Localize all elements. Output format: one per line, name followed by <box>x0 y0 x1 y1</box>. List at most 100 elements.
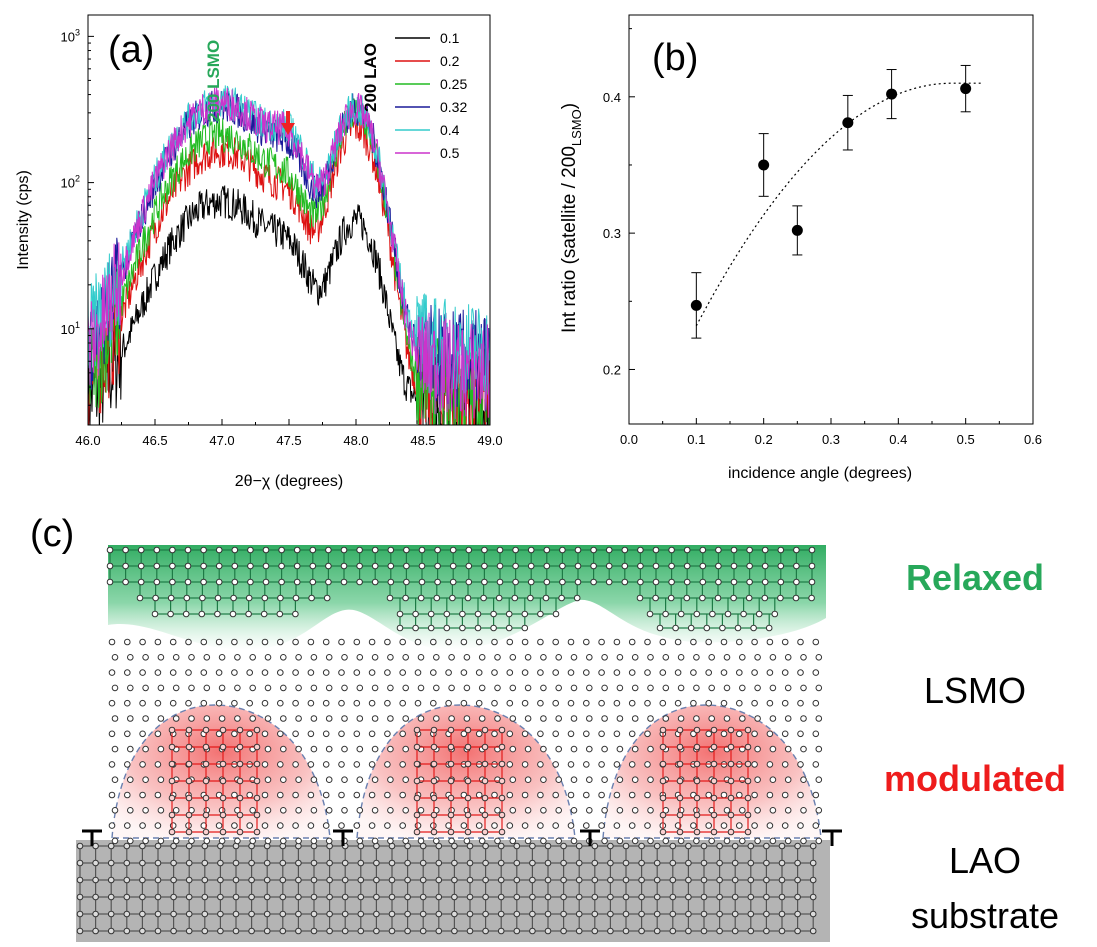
lattice-atom <box>433 837 440 845</box>
lattice-atom <box>809 927 817 935</box>
dislocation-icon <box>82 829 102 846</box>
lattice-atom <box>264 807 272 814</box>
lattice-atom <box>295 654 302 661</box>
lattice-atom <box>356 837 364 845</box>
lattice-atom <box>230 594 237 602</box>
lattice-atom <box>308 594 315 602</box>
lattice-atom <box>575 893 583 901</box>
lattice-atom <box>766 730 774 738</box>
lattice-atom <box>736 822 743 829</box>
lattice-atom <box>310 654 318 661</box>
lattice-atom <box>108 638 116 646</box>
lattice-atom <box>815 654 823 661</box>
lattice-atom <box>234 684 241 692</box>
lattice-atom <box>261 730 269 738</box>
lattice-atom <box>108 699 116 707</box>
lattice-atom <box>418 562 426 570</box>
lattice-atom <box>448 715 455 722</box>
lattice-atom <box>497 927 505 935</box>
panel-a-legend: 0.1 0.2 0.25 0.32 0.4 0.5 <box>395 30 467 161</box>
lattice-atom <box>218 715 226 722</box>
lattice-atom <box>76 927 84 935</box>
lattice-atom <box>368 638 376 646</box>
x-tick-label: 46.5 <box>142 433 167 448</box>
lattice-atom <box>800 684 807 692</box>
lattice-atom <box>399 638 407 646</box>
lattice-atom <box>322 730 330 738</box>
lattice-atom <box>232 859 240 867</box>
lattice-atom <box>720 791 728 799</box>
lattice-atom <box>435 893 443 901</box>
lattice-atom <box>123 910 131 918</box>
lattice-atom <box>170 859 177 867</box>
lattice-atom <box>570 654 578 661</box>
lattice-atom <box>185 638 192 646</box>
relaxed-label: Relaxed <box>906 557 1044 598</box>
lattice-atom <box>524 837 532 845</box>
lattice-atom <box>183 594 191 602</box>
lattice-atom <box>475 638 483 646</box>
lattice-atom <box>631 654 639 661</box>
lattice-atom <box>137 562 145 570</box>
legend-label: 0.25 <box>440 76 467 92</box>
lattice-atom <box>647 807 654 814</box>
lattice-atom <box>249 684 256 692</box>
lattice-atom <box>498 777 506 785</box>
lattice-atom <box>447 811 455 819</box>
lattice-atom <box>513 893 521 901</box>
lattice-atom <box>277 761 284 768</box>
lattice-atom <box>200 638 208 646</box>
lattice-atom <box>127 684 134 692</box>
lattice-atom <box>491 699 498 707</box>
legend-label: 0.4 <box>440 122 460 138</box>
lattice-atom <box>659 811 667 819</box>
lattice-atom <box>662 715 670 722</box>
lattice-atom <box>509 807 517 814</box>
lattice-atom <box>231 699 238 707</box>
lattice-atom <box>245 594 253 602</box>
lattice-atom <box>76 910 84 918</box>
lattice-atom <box>108 822 116 829</box>
lattice-atom <box>253 828 261 836</box>
lattice-atom <box>781 791 789 799</box>
lattice-atom <box>690 638 697 646</box>
lattice-atom <box>245 610 252 618</box>
lattice-atom <box>466 927 474 935</box>
lattice-atom <box>797 791 804 799</box>
lattice-atom <box>800 745 807 753</box>
lattice-atom <box>727 760 735 768</box>
lattice-atom <box>387 776 394 784</box>
lattice-atom <box>750 624 757 632</box>
lattice-atom <box>231 546 239 554</box>
lattice-atom <box>628 730 636 738</box>
lattice-atom <box>463 837 471 845</box>
data-point <box>758 159 770 171</box>
lattice-atom <box>716 893 723 901</box>
lattice-atom <box>404 876 411 884</box>
lattice-atom <box>744 726 752 734</box>
lattice-atom <box>371 807 379 814</box>
lattice-atom <box>76 876 84 884</box>
lattice-atom <box>521 791 529 799</box>
lattice-atom <box>111 684 119 692</box>
lattice-atom <box>559 546 566 554</box>
lattice-atom <box>716 927 723 935</box>
lattice-atom <box>139 842 146 850</box>
legend-label: 0.5 <box>440 145 460 161</box>
lattice-atom <box>644 638 651 646</box>
lattice-atom <box>142 807 149 814</box>
lattice-atom <box>263 927 271 935</box>
lattice-atom <box>544 927 552 935</box>
lattice-atom <box>784 807 792 814</box>
lattice-atom <box>583 761 590 768</box>
lattice-atom <box>368 791 376 799</box>
lattice-atom <box>142 776 149 784</box>
lattice-atom <box>607 893 614 901</box>
lattice-atom <box>203 837 211 845</box>
lattice-atom <box>809 893 817 901</box>
lattice-atom <box>373 910 380 918</box>
lattice-atom <box>540 684 547 692</box>
lattice-atom <box>427 624 435 632</box>
lattice-atom <box>124 730 131 738</box>
lattice-atom <box>521 730 529 738</box>
